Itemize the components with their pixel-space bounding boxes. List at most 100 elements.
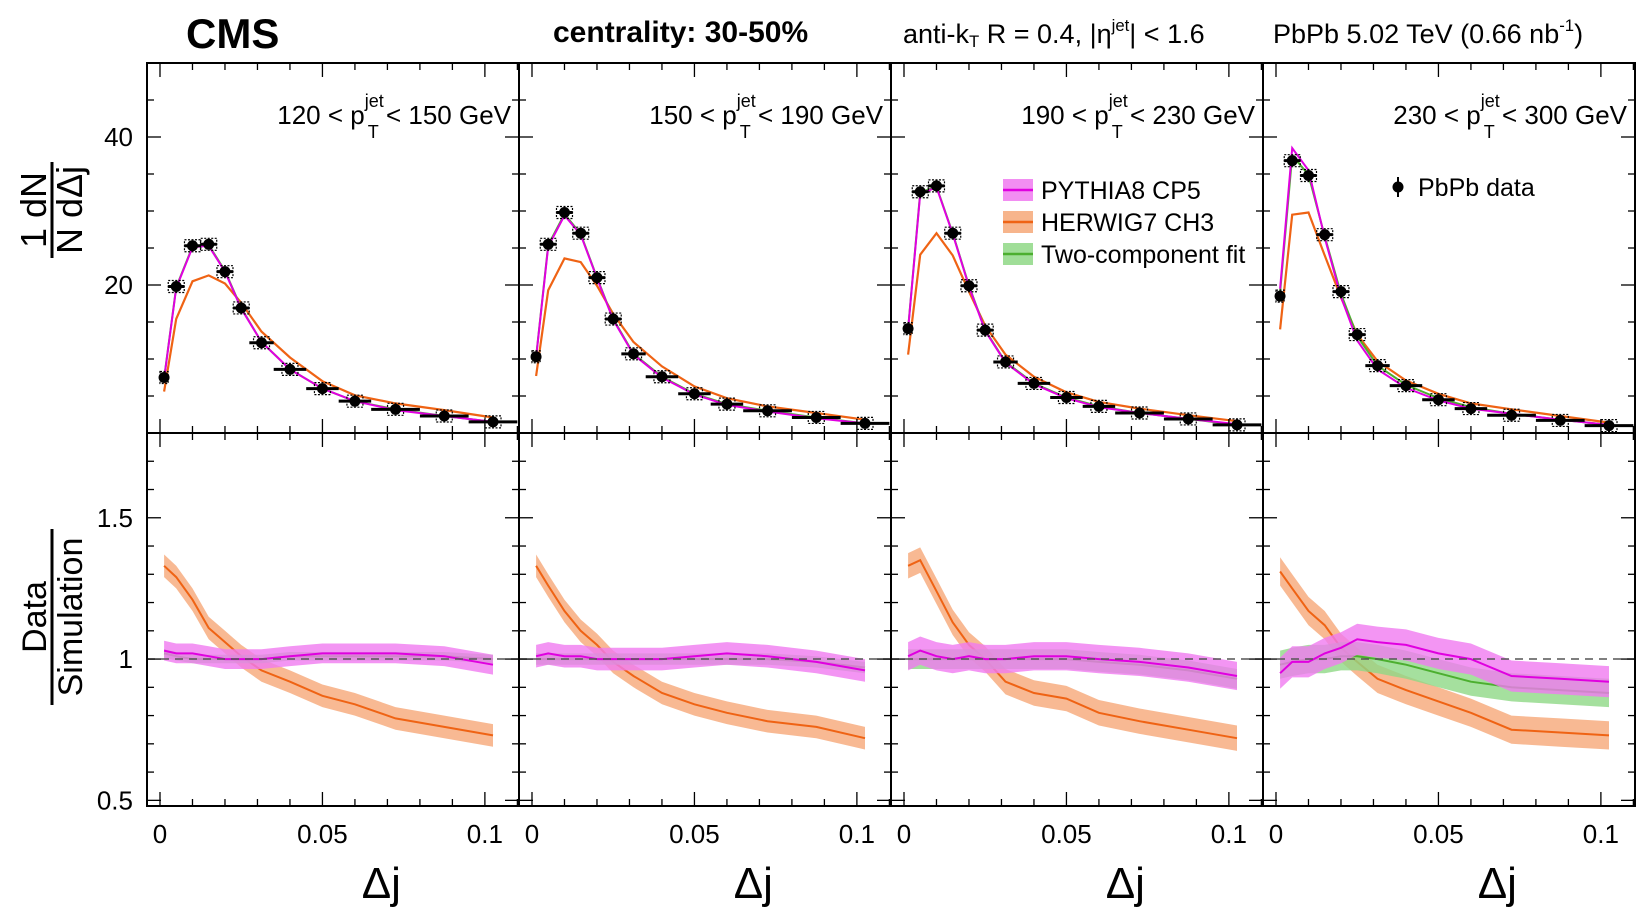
- herwig-ratio-line: [535, 565, 866, 740]
- jet-selection-sup: jet: [1111, 16, 1130, 35]
- collision-label: PbPb 5.02 TeV (0.66 nb-1): [1273, 16, 1583, 50]
- data-syst-box: [346, 394, 364, 408]
- data-syst-box: [539, 237, 557, 251]
- data-syst-box: [960, 279, 978, 293]
- fit-curve: [163, 243, 494, 423]
- x-tick-label: 0: [897, 819, 911, 849]
- data-point: [256, 337, 268, 349]
- ratio-plot: [1263, 557, 1635, 750]
- data-point: [914, 186, 926, 198]
- data-point: [203, 238, 215, 250]
- data-syst-box: [1179, 412, 1197, 426]
- y-tick-label-bottom: 1: [119, 644, 133, 674]
- x-axis-label: Δj: [1106, 859, 1145, 908]
- x-tick-label: 0: [525, 819, 539, 849]
- data-point: [902, 323, 914, 335]
- pt-label-sub: T: [1112, 122, 1123, 142]
- legend-label: PYTHIA8 CP5: [1041, 177, 1201, 205]
- data-syst-box: [1502, 408, 1521, 422]
- x-tick-label: 0.05: [669, 819, 720, 849]
- data-point: [1400, 380, 1412, 392]
- data-syst-box: [624, 347, 643, 361]
- jet-selection-text-mid: R = 0.4, |η: [979, 19, 1112, 49]
- data-point: [1231, 419, 1243, 431]
- data-point: [591, 272, 603, 284]
- x-tick-label: 0: [1269, 819, 1283, 849]
- data-syst-box: [1397, 379, 1415, 393]
- pt-label-sup: jet: [1108, 91, 1128, 111]
- pythia-ratio-band: [164, 640, 493, 675]
- cms-label: CMS: [186, 10, 280, 57]
- data-syst-box: [718, 397, 736, 411]
- data-syst-box: [1299, 168, 1318, 183]
- panel-4: 0 0.05 0.1 Δj 230 < pjet T < 300 GeV: [1262, 62, 1636, 908]
- data-point: [859, 417, 871, 429]
- pythia-curve: [163, 244, 494, 423]
- pt-label-pre: 120 < p: [277, 100, 364, 130]
- data-point: [1182, 413, 1194, 425]
- data-syst-box: [1283, 154, 1301, 168]
- data-syst-box: [758, 404, 777, 418]
- data-syst-box: [183, 239, 202, 253]
- data-syst-box: [685, 387, 704, 401]
- y-tick-label-bottom: 1.5: [97, 503, 133, 533]
- pt-bin-label: 120 < pjet T < 150 GeV: [277, 91, 511, 142]
- data-point: [170, 280, 182, 292]
- pt-label-post: < 300 GeV: [1495, 100, 1628, 130]
- pt-label-sub: T: [740, 122, 751, 142]
- data-syst-box: [1551, 413, 1569, 428]
- data-point: [1274, 290, 1286, 302]
- data-point: [1028, 377, 1040, 389]
- data-point: [1286, 155, 1298, 167]
- x-axis-label: Δj: [362, 859, 401, 908]
- ratio-plot: [519, 554, 891, 750]
- pt-bin-label: 190 < pjet T < 230 GeV: [1021, 91, 1255, 142]
- top-plot: [902, 179, 1262, 432]
- data-point: [542, 238, 554, 250]
- data-point: [721, 398, 733, 410]
- collision-text-post: ): [1574, 19, 1584, 49]
- data-point: [1432, 394, 1444, 406]
- data-syst-box: [313, 382, 332, 396]
- y-tick-label-top: 20: [104, 270, 133, 300]
- x-tick-label: 0.05: [1413, 819, 1464, 849]
- y-label-top-denominator: N dΔj: [49, 166, 90, 254]
- data-point: [1372, 360, 1384, 372]
- data-syst-box: [1429, 393, 1448, 407]
- data-syst-box: [976, 323, 994, 337]
- legend-label: HERWIG7 CH3: [1041, 209, 1214, 237]
- data-point: [349, 395, 361, 407]
- y-tick-label-top: 40: [104, 122, 133, 152]
- data-point: [575, 227, 587, 239]
- data-point: [930, 180, 942, 192]
- data-syst-box: [435, 409, 453, 423]
- data-point: [158, 372, 170, 383]
- pythia-ratio-band: [908, 636, 1237, 691]
- x-tick-label: 0.1: [1211, 819, 1247, 849]
- data-point: [530, 351, 542, 363]
- data-point: [656, 371, 668, 383]
- x-axis-label: Δj: [1478, 859, 1517, 908]
- data-point: [979, 324, 991, 336]
- x-tick-label: 0.1: [839, 819, 875, 849]
- pythia-curve: [535, 213, 866, 425]
- ratio-plot: [147, 554, 519, 747]
- panel-2: 0 0.05 0.1 Δj 150 < pjet T < 190 GeV: [518, 62, 892, 908]
- data-point: [963, 280, 975, 292]
- data-point: [1335, 286, 1347, 298]
- data-syst-box: [232, 301, 250, 315]
- data-syst-box: [1130, 406, 1149, 420]
- data-syst-box: [1025, 376, 1043, 391]
- pt-label-sup: jet: [736, 91, 756, 111]
- collision-text-pre: PbPb 5.02 TeV (0.66 nb: [1273, 19, 1560, 49]
- data-point: [558, 206, 570, 218]
- data-point: [1351, 329, 1363, 341]
- data-syst-box: [588, 271, 606, 285]
- ticks: [147, 63, 519, 806]
- jet-selection-text-post: | < 1.6: [1129, 19, 1205, 49]
- data-syst-box: [807, 410, 825, 425]
- herwig-curve: [1279, 211, 1610, 424]
